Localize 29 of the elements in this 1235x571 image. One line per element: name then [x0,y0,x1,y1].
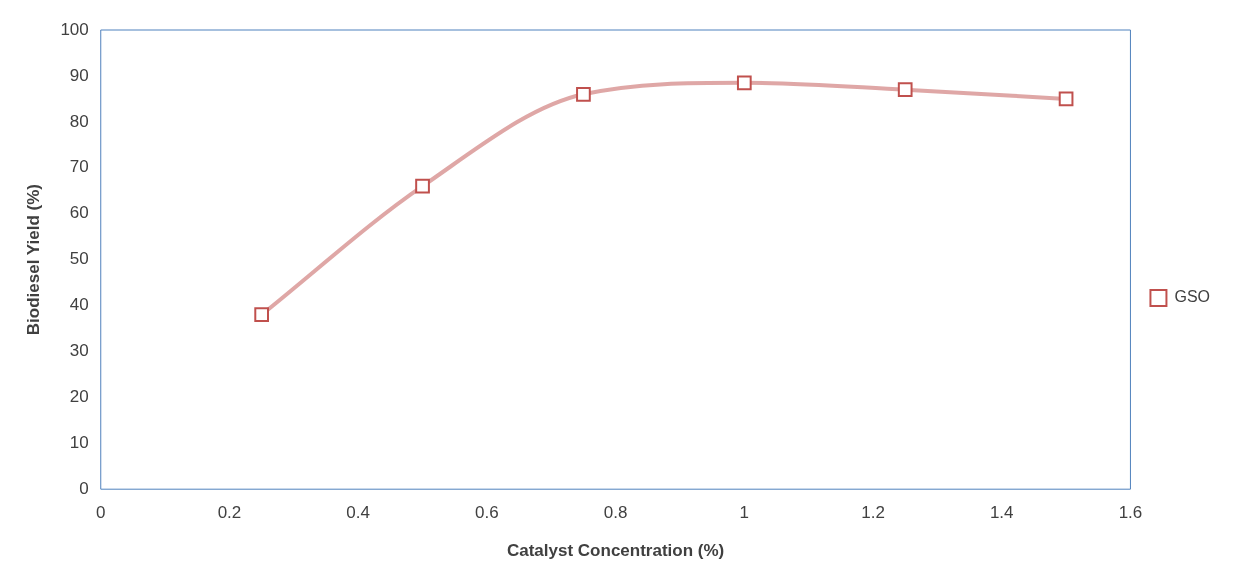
point [254,307,270,323]
x-tick-label: 1.6 [1118,503,1143,523]
point [1058,91,1074,107]
x-tick-label: 0.2 [217,503,242,523]
y-tick-label: 50 [69,249,89,269]
y-tick-label: 100 [60,19,89,39]
y-axis-title: Biodiesel Yield (%) [23,184,43,336]
y-tick-label: 10 [69,432,89,452]
legend-label: GSO [1174,288,1210,306]
x-tick-label: 0.8 [603,503,628,523]
x-tick-label: 1.4 [989,503,1014,523]
y-tick-label: 70 [69,157,89,177]
y-tick-label: 30 [69,341,89,361]
y-tick-label: 90 [69,65,89,85]
x-tick-label: 1 [739,503,750,523]
x-tick-label: 0 [96,503,106,523]
point [415,178,430,194]
y-tick-label: 60 [69,203,89,223]
y-tick-label: 80 [69,111,89,131]
x-tick-label: 0.4 [346,503,370,523]
y-tick-label: 0 [79,478,89,498]
y-tick-label: 20 [69,387,89,407]
x-axis-title: Catalyst Concentration (%) [506,541,725,561]
point [897,82,913,98]
point [576,86,591,102]
x-tick-label: 0.6 [475,503,499,523]
point [736,75,752,91]
y-tick-label: 40 [69,295,89,315]
x-tick-label: 1.2 [861,503,885,523]
